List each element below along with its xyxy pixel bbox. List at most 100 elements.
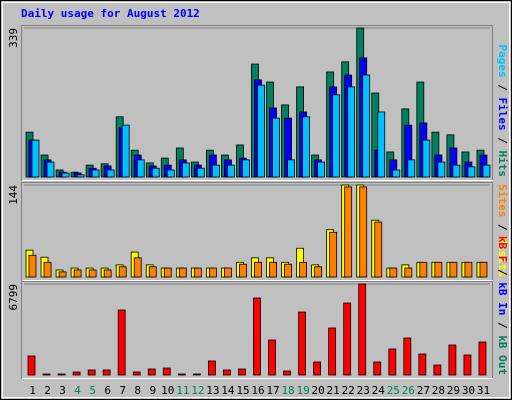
x-tick-label: 25 xyxy=(387,384,400,397)
bar xyxy=(28,254,37,278)
bar xyxy=(373,361,382,376)
x-tick-label: 18 xyxy=(281,384,294,397)
x-tick-label: 31 xyxy=(477,384,490,397)
bar xyxy=(121,124,130,178)
bar xyxy=(177,373,186,376)
chart-title: Daily usage for August 2012 xyxy=(21,7,200,20)
x-tick-label: 27 xyxy=(417,384,430,397)
y-tick-label: 144 xyxy=(7,185,20,205)
bar xyxy=(239,263,247,278)
x-tick-label: 28 xyxy=(432,384,445,397)
legend: Sites / Visits xyxy=(496,184,509,277)
x-tick-label: 6 xyxy=(104,384,111,397)
bar xyxy=(284,263,292,278)
bar xyxy=(452,164,461,178)
bar xyxy=(328,327,337,376)
bar xyxy=(87,369,96,376)
bar xyxy=(478,341,487,376)
legend-separator: / xyxy=(496,315,509,335)
x-tick-label: 8 xyxy=(134,384,141,397)
bar xyxy=(317,161,326,178)
bar xyxy=(147,368,156,376)
x-tick-label: 17 xyxy=(266,384,279,397)
x-tick-label: 7 xyxy=(119,384,126,397)
bar xyxy=(347,86,356,178)
bar xyxy=(463,354,472,376)
bar xyxy=(344,186,353,278)
bar xyxy=(388,348,397,376)
x-tick-label: 26 xyxy=(402,384,415,397)
bar xyxy=(404,267,413,278)
legend-separator: / xyxy=(496,262,509,282)
bar xyxy=(136,159,145,178)
legend-entry: Visits xyxy=(496,237,509,277)
bar xyxy=(238,368,246,376)
bar xyxy=(103,269,112,278)
legend: Pages / Files / Hits xyxy=(496,45,509,178)
x-tick-label: 20 xyxy=(312,384,325,397)
y-tick-label: 339 xyxy=(7,28,20,48)
bar xyxy=(193,267,202,278)
bar xyxy=(151,167,160,178)
bar xyxy=(467,166,476,178)
bar xyxy=(287,159,295,178)
bar xyxy=(299,261,307,278)
bar xyxy=(58,271,67,278)
bar xyxy=(57,373,66,376)
bar xyxy=(224,267,232,278)
bar xyxy=(46,161,55,178)
x-tick-label: 1 xyxy=(29,384,36,397)
bar xyxy=(192,373,201,376)
bar xyxy=(422,139,431,178)
bar xyxy=(227,164,235,178)
bar xyxy=(359,186,368,278)
legend-entry: kB In xyxy=(496,282,509,315)
bar xyxy=(358,283,367,376)
x-tick-label: 24 xyxy=(372,384,386,397)
bar xyxy=(283,370,291,376)
legend-entry: Hits xyxy=(496,151,509,178)
y-tick-label: 6799 xyxy=(7,284,20,311)
bar xyxy=(102,369,111,376)
x-tick-label: 16 xyxy=(251,384,264,397)
bar xyxy=(479,261,488,278)
bar xyxy=(76,174,85,178)
bar xyxy=(419,261,428,278)
bar xyxy=(117,309,126,376)
legend-separator: / xyxy=(496,131,509,151)
bar xyxy=(43,261,52,278)
legend-separator: / xyxy=(496,78,509,98)
bar xyxy=(73,269,82,278)
x-tick-label: 29 xyxy=(447,384,460,397)
bar xyxy=(298,311,306,376)
bar xyxy=(433,364,442,376)
legend-separator: / xyxy=(496,217,509,237)
bar xyxy=(332,94,341,178)
x-tick-label: 5 xyxy=(89,384,96,397)
bar xyxy=(389,267,398,278)
bar xyxy=(374,221,383,278)
bar xyxy=(166,169,175,178)
bar xyxy=(403,337,412,376)
bar xyxy=(268,339,276,376)
bar xyxy=(437,161,446,178)
legend: kB F / kB In / kB Out xyxy=(496,236,509,375)
x-tick-label: 9 xyxy=(149,384,156,397)
bar xyxy=(148,266,157,278)
bar xyxy=(27,355,36,376)
legend-entry: Files xyxy=(496,98,509,131)
bar xyxy=(223,369,231,376)
bar xyxy=(72,371,81,376)
bar xyxy=(91,169,100,178)
bar xyxy=(253,297,261,376)
legend-entry: kB Out xyxy=(496,335,509,375)
bar xyxy=(362,74,371,178)
bar xyxy=(272,117,280,178)
x-tick-label: 19 xyxy=(296,384,309,397)
x-tick-label: 13 xyxy=(206,384,219,397)
x-tick-label: 3 xyxy=(59,384,66,397)
legend-entry: Pages xyxy=(496,45,509,78)
x-tick-label: 30 xyxy=(462,384,475,397)
